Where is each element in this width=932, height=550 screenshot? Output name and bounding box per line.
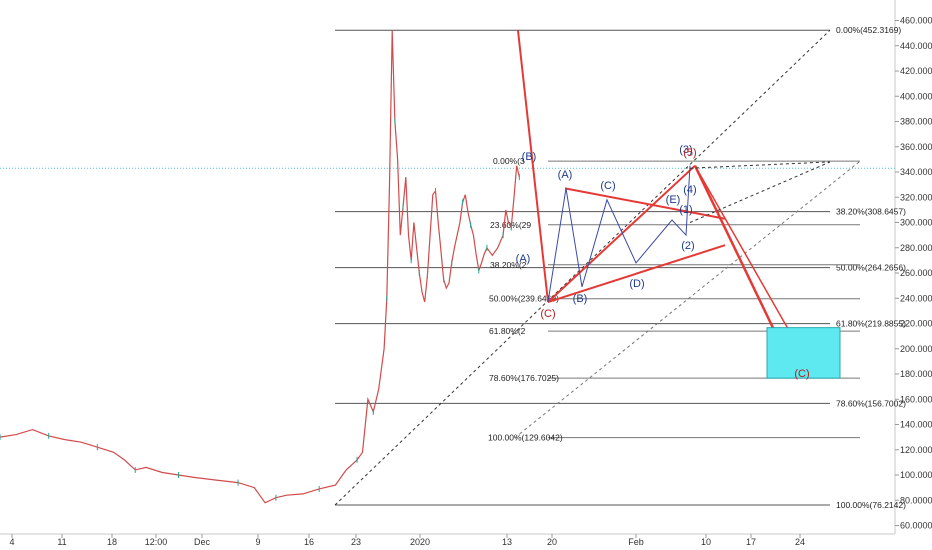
wave-c-leg (517, 30, 549, 303)
x-tick-label: 9 (255, 537, 260, 547)
x-tick-label: Dec (194, 537, 211, 547)
y-tick-label: 440.0000 (900, 41, 932, 51)
y-tick-label: 380.0000 (900, 117, 932, 127)
y-tick-label: 360.0000 (900, 142, 932, 152)
x-tick-label: 2020 (410, 537, 430, 547)
y-tick-label: 400.0000 (900, 91, 932, 101)
x-tick-label: 17 (746, 537, 756, 547)
y-tick-label: 140.0000 (900, 420, 932, 430)
wave-label-red: (5) (683, 147, 696, 159)
y-tick-label: 120.0000 (900, 445, 932, 455)
x-tick-label: 20 (547, 537, 557, 547)
resistance-dashed (689, 161, 831, 169)
wave-label-blue: (3) (679, 144, 692, 156)
fib-outer-trendline (334, 29, 831, 506)
x-tick-label: 24 (795, 537, 805, 547)
wave-label-blue: (C) (600, 180, 615, 192)
wave-label-blue: (4) (683, 184, 696, 196)
annot-layer (517, 30, 841, 379)
y-axis: 60.0000 80.0000 100.0000 120.0000 140.0000 16… (895, 16, 932, 531)
wave-label-blue: (A) (516, 253, 531, 265)
target-zone-box (766, 327, 841, 379)
wave-label-blue: (A) (558, 169, 573, 181)
label-layer: (B) (A) (A) (B) (C) (D) (E)(1) (3) (2) (4) (C) (5) (… (516, 144, 810, 380)
fib-inner-trendline (514, 160, 861, 439)
y-tick-label: 80.0000 (900, 495, 932, 505)
triangle-top-edge (564, 187, 726, 220)
plot-background (0, 0, 922, 534)
wave-label-blue: (B) (522, 151, 537, 163)
y-tick-label: 60.0000 (900, 521, 932, 531)
wave-label-blue: (1) (679, 204, 692, 216)
x-tick-label: 23 (351, 537, 361, 547)
fib-inner-label: 50.00%(239.6469) (489, 294, 559, 304)
y-tick-label: 160.0000 (900, 394, 932, 404)
x-tick-label: 11 (57, 537, 66, 547)
fib-outer-label: 50.00%(264.2656) (836, 263, 906, 273)
price-series-line (0, 30, 520, 504)
wave-label-blue: (E) (666, 194, 681, 206)
y-tick-label: 340.0000 (900, 167, 932, 177)
wave-label-red: (C) (794, 368, 809, 380)
price-layer (0, 30, 520, 504)
fib-inner-label: 100.00%(129.6042) (488, 433, 563, 443)
x-tick-label: 12:00 (145, 537, 168, 547)
wave-label-blue: (B) (573, 293, 588, 305)
fib-inner-label: 0.00%(3 (493, 156, 525, 166)
fib-outer-label: 0.00%(452.3169) (836, 25, 901, 35)
y-tick-label: 320.0000 (900, 192, 932, 202)
fib-inner-label: 38.20%(2 (490, 260, 527, 270)
wave-label-red: (C) (540, 308, 555, 320)
y-tick-label: 240.0000 (900, 293, 932, 303)
fib-outer-label: 61.80%(219.8855) (836, 319, 906, 329)
x-tick-label: 4 (9, 537, 14, 547)
y-tick-label: 260.0000 (900, 268, 932, 278)
y-tick-label: 220.0000 (900, 319, 932, 329)
triangle-upper-edge (547, 164, 696, 303)
y-tick-label: 100.0000 (900, 470, 932, 480)
y-tick-label: 460.0000 (900, 16, 932, 26)
y-tick-label: 300.0000 (900, 218, 932, 228)
y-tick-label: 180.0000 (900, 369, 932, 379)
x-tick-label: 10 (701, 537, 711, 547)
x-tick-label: 18 (107, 537, 117, 547)
fib-inner-label: 78.60%(176.7025) (489, 373, 559, 383)
x-tick-label: 13 (502, 537, 512, 547)
fib-outer-label: 100.00%(76.2142) (836, 500, 906, 510)
x-tick-label: Feb (628, 537, 644, 547)
wave-label-blue: (2) (681, 240, 694, 252)
x-axis: 4 11 18 12:00 Dec 9 16 23 2020 13 20 Feb 10 17 24 (9, 534, 805, 547)
y-tick-label: 420.0000 (900, 66, 932, 76)
projection-arrow (693, 165, 782, 343)
fib-outer-label: 38.20%(308.6457) (836, 207, 906, 217)
y-tick-label: 200.0000 (900, 344, 932, 354)
fib-outer-label: 78.60%(156.7002) (836, 398, 906, 408)
wave-label-blue: (D) (629, 278, 644, 290)
triangle-lower-edge (547, 244, 726, 303)
y-tick-label: 280.0000 (900, 243, 932, 253)
x-tick-label: 16 (304, 537, 314, 547)
fib-inner-label: 23.60%(29 (490, 220, 531, 230)
channel-dashed (689, 161, 831, 223)
fib-inner-label: 61.80%(2 (489, 326, 526, 336)
elliott-wave-path (547, 165, 691, 303)
